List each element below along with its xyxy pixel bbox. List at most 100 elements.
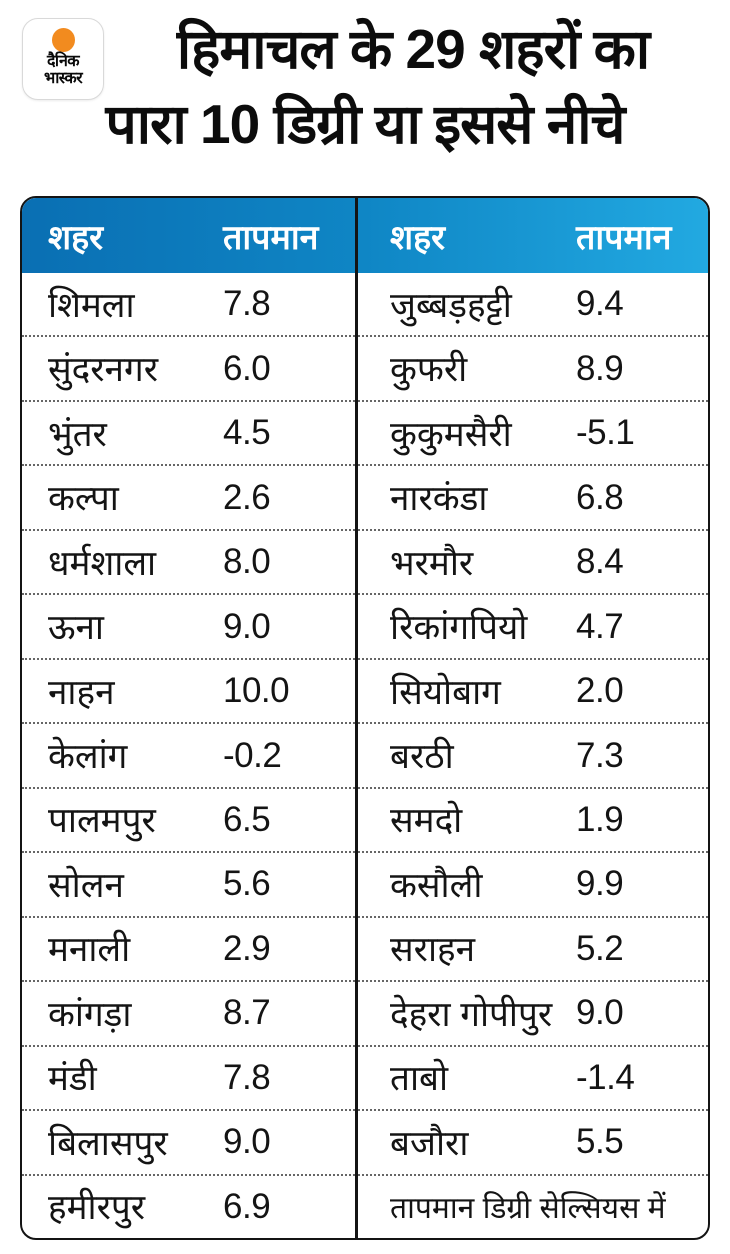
city-name: भुंतर	[48, 414, 107, 454]
table-row: सियोबाग 2.0	[358, 657, 708, 722]
unit-note-row: तापमान डिग्री सेल्सियस में	[358, 1173, 708, 1238]
city-name: ऊना	[48, 608, 104, 648]
temperature-value: 8.0	[223, 542, 271, 582]
table-row: पालमपुर 6.5	[22, 786, 355, 851]
table-row: नाहन 10.0	[22, 657, 355, 722]
dainik-bhaskar-logo: दैनिक भास्कर	[22, 18, 104, 100]
table-left-half: शहर तापमान शिमला 7.8 सुंदरनगर 6.0 भुंतर …	[22, 198, 358, 1238]
table-row: भुंतर 4.5	[22, 399, 355, 464]
title-line-2: पारा 10 डिग्री या इससे नीचे	[105, 93, 626, 155]
table-row: मंडी 7.8	[22, 1044, 355, 1109]
table-header-left: शहर तापमान	[22, 198, 355, 273]
title-line-1: हिमाचल के 29 शहरों का	[176, 18, 650, 80]
city-name: हमीरपुर	[48, 1188, 146, 1228]
temperature-value: 7.8	[223, 284, 271, 324]
temperature-value: 6.8	[576, 477, 624, 517]
city-name: ताबो	[390, 1059, 449, 1099]
city-column-header: शहर	[48, 218, 104, 257]
temperature-value: -1.4	[576, 1057, 635, 1097]
temperature-value: 9.0	[576, 993, 624, 1033]
city-name: कल्पा	[48, 479, 119, 519]
city-name: भरमौर	[390, 543, 474, 583]
table-row: नारकंडा 6.8	[358, 464, 708, 528]
temperature-value: 2.9	[223, 928, 271, 968]
table-row: कुकुमसैरी -5.1	[358, 399, 708, 464]
table-row: सुंदरनगर 6.0	[22, 335, 355, 399]
page-title: हिमाचल के 29 शहरों का पारा 10 डिग्री या …	[0, 0, 730, 152]
sun-dot-icon	[51, 28, 75, 52]
table-row: धर्मशाला 8.0	[22, 528, 355, 593]
city-name: नाहन	[48, 672, 115, 712]
temperature-value: 4.7	[576, 606, 624, 646]
city-name: कांगड़ा	[48, 994, 132, 1034]
temperature-value: -0.2	[223, 735, 282, 775]
temperature-value: 8.4	[576, 542, 624, 582]
city-name: सराहन	[390, 930, 476, 970]
city-name: पालमपुर	[48, 801, 156, 841]
unit-note: तापमान डिग्री सेल्सियस में	[390, 1192, 666, 1226]
table-body-right: जुब्बड़हट्टी 9.4 कुफरी 8.9 कुकुमसैरी -5.…	[358, 273, 708, 1238]
table-row: समदो 1.9	[358, 786, 708, 851]
temperature-value: 6.9	[223, 1186, 271, 1226]
temperature-value: 7.3	[576, 735, 624, 775]
city-name: बिलासपुर	[48, 1123, 168, 1163]
city-name: सियोबाग	[390, 672, 501, 712]
table-row: मनाली 2.9	[22, 915, 355, 980]
table-row: ऊना 9.0	[22, 593, 355, 657]
temperature-value: 6.5	[223, 799, 271, 839]
table-row: सराहन 5.2	[358, 915, 708, 980]
table-row: रिकांगपियो 4.7	[358, 593, 708, 657]
city-name: धर्मशाला	[48, 543, 157, 583]
table-row: जुब्बड़हट्टी 9.4	[358, 273, 708, 335]
city-name: कसौली	[390, 865, 483, 905]
temperature-value: 2.0	[576, 671, 624, 711]
table-row: कसौली 9.9	[358, 851, 708, 915]
temperature-value: 10.0	[223, 671, 290, 711]
temperature-value: 2.6	[223, 477, 271, 517]
table-body-left: शिमला 7.8 सुंदरनगर 6.0 भुंतर 4.5 कल्पा 2…	[22, 273, 355, 1238]
temperature-value: 9.0	[223, 606, 271, 646]
table-row: ताबो -1.4	[358, 1044, 708, 1109]
table-row: सोलन 5.6	[22, 851, 355, 915]
logo-text-line2: भास्कर	[43, 70, 83, 87]
city-name: नारकंडा	[390, 479, 488, 519]
temperature-table: शहर तापमान शिमला 7.8 सुंदरनगर 6.0 भुंतर …	[20, 196, 710, 1240]
table-header-right: शहर तापमान	[358, 198, 708, 273]
temperature-value: 5.5	[576, 1122, 624, 1162]
temperature-value: 5.6	[223, 864, 271, 904]
temperature-value: 5.2	[576, 928, 624, 968]
table-row: हमीरपुर 6.9	[22, 1173, 355, 1238]
city-name: सुंदरनगर	[48, 350, 159, 390]
table-row: कांगड़ा 8.7	[22, 980, 355, 1044]
table-row: बरठी 7.3	[358, 722, 708, 786]
masthead: दैनिक भास्कर हिमाचल के 29 शहरों का पारा …	[0, 0, 730, 196]
temperature-value: 9.4	[576, 284, 624, 324]
table-row: शिमला 7.8	[22, 273, 355, 335]
city-name: शिमला	[48, 285, 135, 325]
temperature-value: 1.9	[576, 799, 624, 839]
table-row: कुफरी 8.9	[358, 335, 708, 399]
table-row: भरमौर 8.4	[358, 528, 708, 593]
table-row: बिलासपुर 9.0	[22, 1109, 355, 1173]
temperature-value: 8.9	[576, 348, 624, 388]
city-name: बजौरा	[390, 1123, 469, 1163]
temperature-column-header: तापमान	[576, 218, 672, 257]
city-name: मंडी	[48, 1059, 97, 1099]
city-name: केलांग	[48, 737, 128, 777]
city-name: देहरा गोपीपुर	[390, 994, 553, 1034]
city-name: कुकुमसैरी	[390, 414, 512, 454]
table-row: देहरा गोपीपुर 9.0	[358, 980, 708, 1044]
city-name: मनाली	[48, 930, 131, 970]
temperature-value: 9.9	[576, 864, 624, 904]
city-name: समदो	[390, 801, 463, 841]
city-name: सोलन	[48, 865, 124, 905]
table-row: कल्पा 2.6	[22, 464, 355, 528]
temperature-value: 9.0	[223, 1122, 271, 1162]
logo-text-line1: दैनिक	[46, 53, 80, 70]
temperature-value: 6.0	[223, 348, 271, 388]
city-column-header: शहर	[390, 218, 446, 257]
table-row: केलांग -0.2	[22, 722, 355, 786]
city-name: कुफरी	[390, 350, 468, 390]
temperature-value: 4.5	[223, 413, 271, 453]
